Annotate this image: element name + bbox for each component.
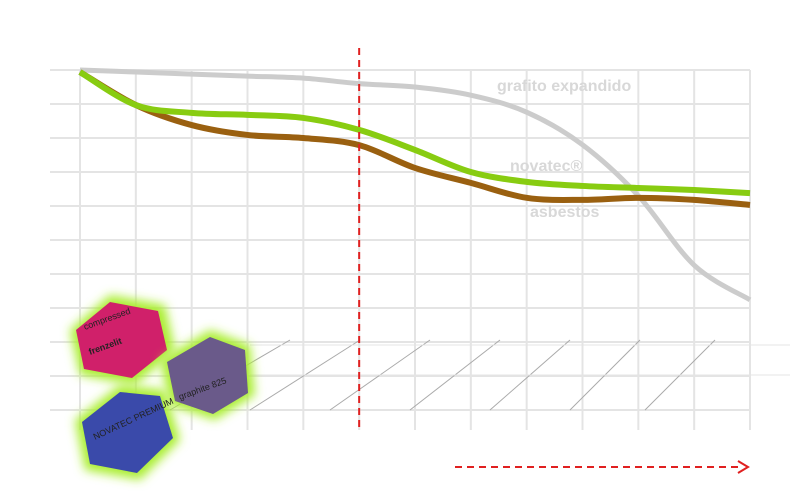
perspective-floor bbox=[169, 339, 790, 411]
series-line bbox=[78, 69, 751, 208]
series-line bbox=[79, 67, 752, 302]
series-label: grafito expandido bbox=[497, 78, 631, 95]
series-line bbox=[78, 69, 751, 197]
arrow bbox=[455, 460, 750, 474]
product-image: compressed frenzelit graphite 825 NOVATE… bbox=[70, 295, 255, 480]
grid bbox=[50, 69, 751, 430]
series-label: novatec® bbox=[510, 158, 582, 175]
series-label: asbestos bbox=[530, 204, 599, 221]
